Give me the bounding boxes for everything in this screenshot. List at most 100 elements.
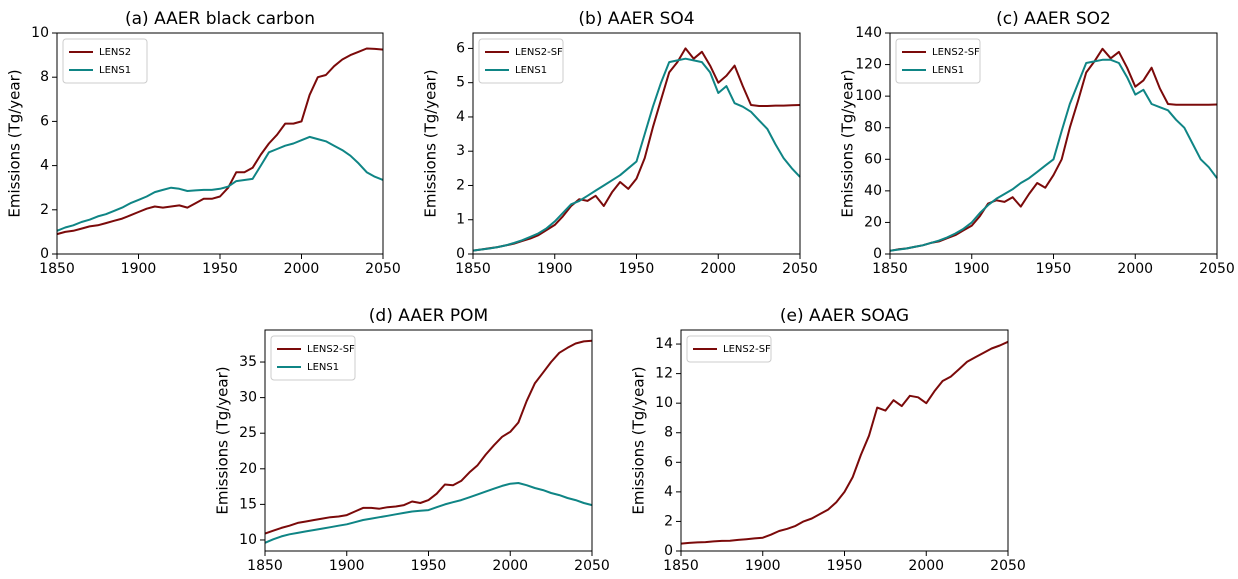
x-tick-label: 1900 xyxy=(954,261,990,277)
axes-frame xyxy=(680,329,1009,552)
legend-box xyxy=(895,38,981,84)
y-tick-label: 120 xyxy=(855,57,882,73)
chart-title: (d) AAER POM xyxy=(369,306,488,326)
x-tick-label: 2000 xyxy=(700,261,736,277)
x-tick-label: 1950 xyxy=(411,558,447,574)
y-tick-label: 0 xyxy=(456,246,465,262)
legend-label: LENS1 xyxy=(515,65,547,76)
y-tick-label: 0 xyxy=(873,246,882,262)
y-tick-label: 12 xyxy=(655,366,673,382)
y-tick-label: 80 xyxy=(864,120,882,136)
chart-title: (c) AAER SO2 xyxy=(996,9,1111,29)
y-tick-label: 0 xyxy=(40,246,49,262)
x-tick-label: 1900 xyxy=(121,261,157,277)
subplot: (a) AAER black carbon Emissions (Tg/year)… xyxy=(6,9,401,277)
y-tick-label: 0 xyxy=(664,543,673,559)
chart-title: (a) AAER black carbon xyxy=(125,9,315,29)
legend-label: LENS2-SF xyxy=(307,344,355,355)
x-tick-label: 1900 xyxy=(537,261,573,277)
x-tick-label: 1900 xyxy=(745,558,781,574)
legend-label: LENS2-SF xyxy=(932,47,980,58)
x-tick-label: 2050 xyxy=(574,558,610,574)
y-tick-label: 35 xyxy=(239,354,257,370)
x-tick-label: 1850 xyxy=(39,261,75,277)
y-tick-label: 10 xyxy=(31,25,49,41)
legend-label: LENS2-SF xyxy=(515,47,563,58)
data-line xyxy=(56,47,384,236)
y-tick-label: 10 xyxy=(239,532,257,548)
x-tick-label: 2000 xyxy=(284,261,320,277)
y-axis-label: Emissions (Tg/year) xyxy=(214,366,232,514)
y-axis-label: Emissions (Tg/year) xyxy=(422,69,440,217)
y-tick-label: 14 xyxy=(655,336,673,352)
axes-frame xyxy=(56,32,384,255)
data-line xyxy=(472,47,801,252)
y-tick-label: 8 xyxy=(40,69,49,85)
y-tick-label: 10 xyxy=(655,395,673,411)
y-tick-label: 20 xyxy=(864,214,882,230)
y-tick-label: 4 xyxy=(664,484,673,500)
subplot: (e) AAER SOAG Emissions (Tg/year) 1850 1900… xyxy=(630,306,1026,574)
x-tick-label: 1850 xyxy=(663,558,699,574)
legend-label: LENS1 xyxy=(99,65,131,76)
x-tick-label: 1950 xyxy=(619,261,655,277)
legend-box xyxy=(686,335,772,363)
chart-title: (e) AAER SOAG xyxy=(780,306,909,326)
x-tick-label: 2050 xyxy=(990,558,1026,574)
x-tick-label: 1850 xyxy=(455,261,491,277)
axes-frame xyxy=(472,32,801,255)
subplot: (b) AAER SO4 Emissions (Tg/year) 1850 1900 1… xyxy=(422,9,818,277)
y-tick-label: 3 xyxy=(456,143,465,159)
y-tick-label: 30 xyxy=(239,390,257,406)
y-tick-label: 2 xyxy=(40,202,49,218)
x-tick-label: 1850 xyxy=(247,558,283,574)
data-line xyxy=(889,58,1218,252)
y-tick-label: 2 xyxy=(456,177,465,193)
y-tick-label: 4 xyxy=(40,158,49,174)
x-tick-label: 2000 xyxy=(908,558,944,574)
y-tick-label: 4 xyxy=(456,109,465,125)
x-tick-label: 2000 xyxy=(492,558,528,574)
subplot: (d) AAER POM Emissions (Tg/year) 1850 1900 1… xyxy=(214,306,610,574)
y-axis-label: Emissions (Tg/year) xyxy=(839,69,857,217)
x-tick-label: 2000 xyxy=(1117,261,1153,277)
y-tick-label: 40 xyxy=(864,183,882,199)
data-line xyxy=(472,57,801,252)
legend-box xyxy=(478,38,564,84)
legend-label: LENS1 xyxy=(307,362,339,373)
legend-box xyxy=(62,38,148,84)
y-axis-label: Emissions (Tg/year) xyxy=(630,366,648,514)
data-line xyxy=(264,482,593,544)
chart-title: (b) AAER SO4 xyxy=(578,9,694,29)
axes-frame xyxy=(889,32,1218,255)
y-tick-label: 2 xyxy=(664,513,673,529)
y-tick-label: 6 xyxy=(664,454,673,470)
y-tick-label: 5 xyxy=(456,75,465,91)
axes-frame xyxy=(264,329,593,552)
y-tick-label: 8 xyxy=(664,425,673,441)
x-tick-label: 2050 xyxy=(365,261,401,277)
legend-box xyxy=(270,335,356,381)
legend-label: LENS2 xyxy=(99,47,131,58)
legend-label: LENS1 xyxy=(932,65,964,76)
x-tick-label: 1950 xyxy=(1036,261,1072,277)
y-tick-label: 25 xyxy=(239,425,257,441)
x-tick-label: 1850 xyxy=(872,261,908,277)
y-axis-label: Emissions (Tg/year) xyxy=(6,69,24,217)
data-line xyxy=(264,339,593,535)
data-line xyxy=(680,340,1009,545)
y-tick-label: 15 xyxy=(239,496,257,512)
y-tick-label: 140 xyxy=(855,25,882,41)
data-line xyxy=(56,135,384,232)
x-tick-label: 2050 xyxy=(1199,261,1235,277)
y-tick-label: 100 xyxy=(855,88,882,104)
x-tick-label: 2050 xyxy=(782,261,818,277)
y-tick-label: 1 xyxy=(456,212,465,228)
x-tick-label: 1900 xyxy=(329,558,365,574)
x-tick-label: 1950 xyxy=(202,261,238,277)
y-tick-label: 20 xyxy=(239,461,257,477)
legend-label: LENS2-SF xyxy=(723,344,771,355)
y-tick-label: 6 xyxy=(456,40,465,56)
